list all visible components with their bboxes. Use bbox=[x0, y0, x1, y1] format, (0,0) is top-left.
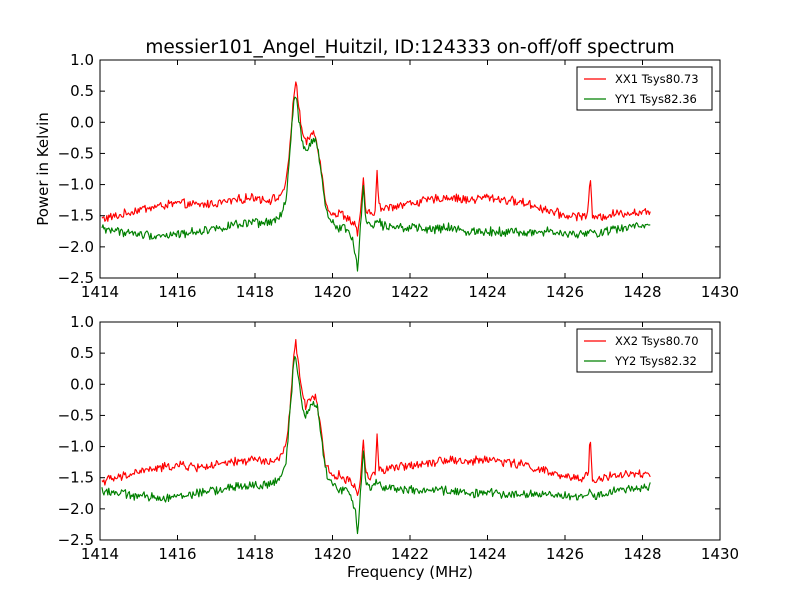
x-tick-label: 1416 bbox=[158, 283, 196, 301]
y-tick-label: 0.0 bbox=[70, 113, 94, 131]
x-tick-label: 1424 bbox=[468, 545, 506, 563]
series-line-2 bbox=[101, 355, 651, 535]
y-tick-label: −2.5 bbox=[58, 531, 94, 549]
x-tick-label: 1418 bbox=[236, 545, 274, 563]
y-tick-label: −2.0 bbox=[58, 238, 94, 256]
y-tick-label: 1.0 bbox=[70, 51, 94, 69]
y-tick-label: 0.0 bbox=[70, 375, 94, 393]
x-tick-label: 1422 bbox=[391, 545, 429, 563]
x-tick-label: 1420 bbox=[313, 545, 351, 563]
y-tick-label: 0.5 bbox=[70, 82, 94, 100]
y-tick-label: −1.0 bbox=[58, 176, 94, 194]
chart-title: messier101_Angel_Huitzil, ID:124333 on-o… bbox=[145, 37, 674, 58]
legend-box bbox=[576, 328, 713, 373]
legend-label: YY2 Tsys82.32 bbox=[614, 354, 697, 368]
top-panel: 1414 1416 1418 1420 1422 1424 1426 1428 1430 1.0 0… bbox=[58, 51, 740, 301]
x-tick-label: 1418 bbox=[236, 283, 274, 301]
x-axis-label: Frequency (MHz) bbox=[347, 563, 473, 581]
legend: XX1 Tsys80.73 YY1 Tsys82.36 bbox=[576, 66, 713, 111]
series-group bbox=[101, 81, 651, 272]
x-tick-label: 1430 bbox=[701, 545, 739, 563]
legend-label: YY1 Tsys82.36 bbox=[614, 92, 697, 106]
x-tick-label: 1416 bbox=[158, 545, 196, 563]
x-tick-label: 1430 bbox=[701, 283, 739, 301]
x-tick-label: 1424 bbox=[468, 283, 506, 301]
bottom-panel: 1414 1416 1418 1420 1422 1424 1426 1428 1430 1.0 0… bbox=[58, 313, 740, 563]
x-tick-label: 1428 bbox=[623, 545, 661, 563]
y-tick-label: −0.5 bbox=[58, 144, 94, 162]
y-tick-label: 0.5 bbox=[70, 344, 94, 362]
x-tick-label: 1426 bbox=[546, 283, 584, 301]
x-tick-label: 1428 bbox=[623, 283, 661, 301]
x-tick-label: 1414 bbox=[81, 545, 119, 563]
x-tick-label: 1414 bbox=[81, 283, 119, 301]
x-tick-label: 1420 bbox=[313, 283, 351, 301]
x-tick-label: 1422 bbox=[391, 283, 429, 301]
legend-box bbox=[576, 66, 713, 111]
x-tick-label: 1426 bbox=[546, 545, 584, 563]
series-line-1 bbox=[101, 81, 651, 237]
y-tick-label: −0.5 bbox=[58, 406, 94, 424]
y-tick-label: 1.0 bbox=[70, 313, 94, 331]
legend: XX2 Tsys80.70 YY2 Tsys82.32 bbox=[576, 328, 713, 373]
y-tick-label: −2.0 bbox=[58, 500, 94, 518]
y-tick-label: −1.5 bbox=[58, 207, 94, 225]
series-line-2 bbox=[101, 96, 651, 272]
y-tick-label: −1.5 bbox=[58, 469, 94, 487]
y-tick-label: −1.0 bbox=[58, 438, 94, 456]
legend-label: XX1 Tsys80.73 bbox=[615, 72, 699, 86]
y-tick-label: −2.5 bbox=[58, 269, 94, 287]
legend-label: XX2 Tsys80.70 bbox=[615, 334, 699, 348]
y-axis-label: Power in Kelvin bbox=[34, 112, 52, 226]
series-line-1 bbox=[101, 339, 651, 496]
series-group bbox=[101, 339, 651, 535]
